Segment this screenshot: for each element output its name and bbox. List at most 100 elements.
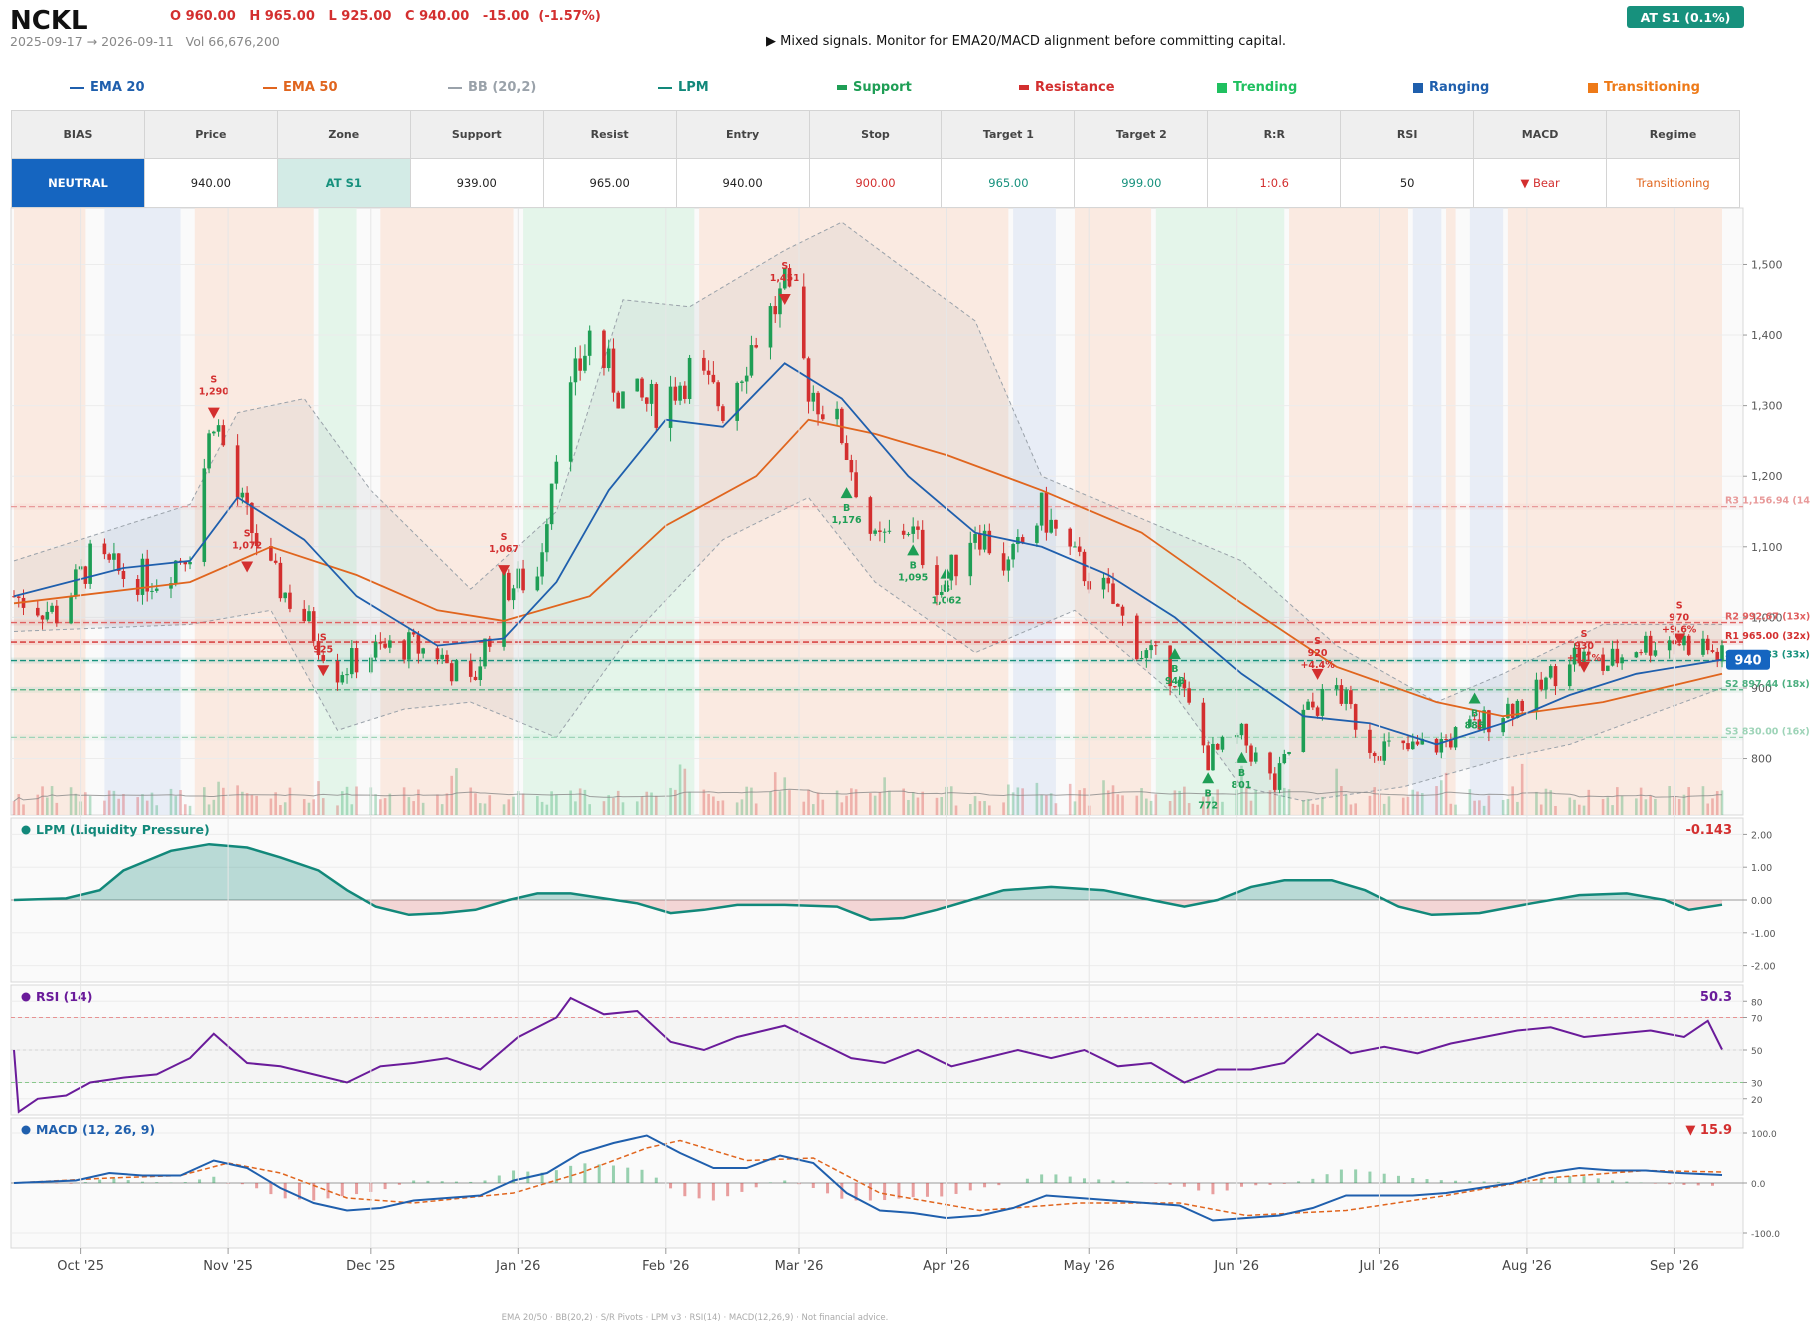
macd-histogram-bar [726,1183,730,1197]
candle-body [212,431,216,434]
volume-bar [488,795,492,815]
candle-body [473,676,478,681]
volume-bar [854,789,858,815]
sell-signal-marker [1578,661,1591,673]
macd-histogram-bar [240,1183,244,1185]
candle-body [1720,645,1724,662]
volume-bar [317,781,320,815]
rsi-panel[interactable]: 20 30 50 70 80 RSI (14) 50.3 [10,984,1763,1116]
volume-bar [141,794,144,815]
candle-body [721,406,725,421]
lpm-negative-area [14,900,1722,920]
candle-body [835,408,839,420]
macd-panel[interactable]: -100.0 0.0 100.0 MACD (12, 26, 9) ▼ 15.9 [10,1117,1780,1249]
macd-histogram-bar [383,1183,387,1190]
volume-bar [1249,800,1253,815]
rsi-dot-icon [21,992,31,1002]
legend-bb[interactable]: BB (20,2) [448,80,536,95]
candle-body [1115,603,1120,607]
volume-bar [988,805,991,815]
volume-bar [50,786,54,815]
regime-band-ranging [1013,208,1056,815]
macd-histogram-bar [1239,1183,1243,1187]
volume-bar [712,796,715,815]
volume-bar [245,793,249,815]
candle-body [1287,751,1291,754]
volume-bar [207,804,211,815]
lpm-panel[interactable]: -2.00 -1.00 0.00 1.00 2.00 LPM (Liquidity Pre… [10,817,1776,983]
volume-bar [302,799,306,815]
legend-ranging[interactable]: Ranging [1413,80,1489,95]
macd-histogram-bar [1254,1183,1258,1186]
legend-lpm[interactable]: LPM [658,80,709,95]
ema50-line [13,418,1723,718]
legend-transitioning[interactable]: Transitioning [1588,80,1700,95]
macd-histogram-bar [297,1183,301,1200]
candle-body [1253,752,1258,762]
candle-body [373,641,378,658]
volume-bar [750,787,753,815]
volume-bar [483,803,487,815]
candle-body [749,345,754,376]
legend-ema20[interactable]: EMA 20 [70,80,145,95]
candle-body [1601,654,1605,671]
volume-bar [1340,786,1343,815]
legend-trending[interactable]: Trending [1217,80,1297,95]
volume-bar [1668,786,1671,815]
candle-body [511,588,516,601]
volume-bar [583,789,587,815]
risk-reward-value: 1:0.6 [1207,158,1342,208]
candle-body [468,660,473,677]
x-tick-label: Sep '26 [1650,1259,1699,1274]
volume-bar [1244,787,1248,815]
macd-histogram-bar [1625,1181,1629,1183]
candle-body [954,554,958,577]
candle-body [307,611,311,622]
macd-histogram-bar [355,1183,359,1195]
volume-bar [640,796,644,815]
volume-bar [1106,790,1110,815]
signal-type-label: B [843,503,850,514]
volume-bar [1154,794,1158,815]
volume-bar [1221,801,1224,815]
volume-bar [12,801,16,815]
volume-bar [1720,790,1724,815]
chart-area[interactable]: 800 900 1,000 1,100 1,200 1,300 1,400 1,500 R3 1… [0,205,1810,1305]
volume-bar [1711,798,1714,815]
legend-support[interactable]: Support [837,80,912,95]
candle-body [50,605,54,612]
macd-histogram-bar [1710,1183,1714,1186]
candle-body [311,611,316,642]
macd-histogram-bar [397,1183,401,1185]
candle-body [483,638,487,667]
volume-bar [1349,804,1353,815]
lpm-dot-icon [21,825,31,835]
candle-body [844,443,849,460]
volume-bar [155,805,159,815]
volume-bar [1649,795,1652,815]
macd-histogram-bar [1582,1176,1586,1183]
candle-body [1644,635,1648,653]
signal-type-label: S [1581,629,1588,640]
price-panel[interactable]: 800 900 1,000 1,100 1,200 1,300 1,400 1,500 R3 1… [10,207,1810,816]
volume-bar [412,801,415,815]
legend-resistance[interactable]: Resistance [1019,80,1115,95]
volume-bar [1449,803,1453,815]
macd-histogram-bar [426,1180,430,1183]
volume-bar [402,787,406,815]
volume-bar [1344,794,1348,815]
legend-square-icon [1413,82,1423,93]
macd-histogram-bar [640,1169,644,1183]
macd-histogram-bar [326,1183,330,1199]
signal-type-label: S [501,532,508,543]
level-label-S2: S2 897.44 (18x) [1725,679,1810,690]
legend-ema50[interactable]: EMA 50 [263,80,338,95]
candle-body [316,641,321,656]
candle-body [1120,606,1125,616]
volume-bar [388,793,392,815]
volume-bar [716,800,720,815]
candle-body [235,445,240,498]
volume-bar [902,788,905,815]
macd-histogram-bar [911,1183,915,1198]
volume-bar [1468,789,1472,815]
